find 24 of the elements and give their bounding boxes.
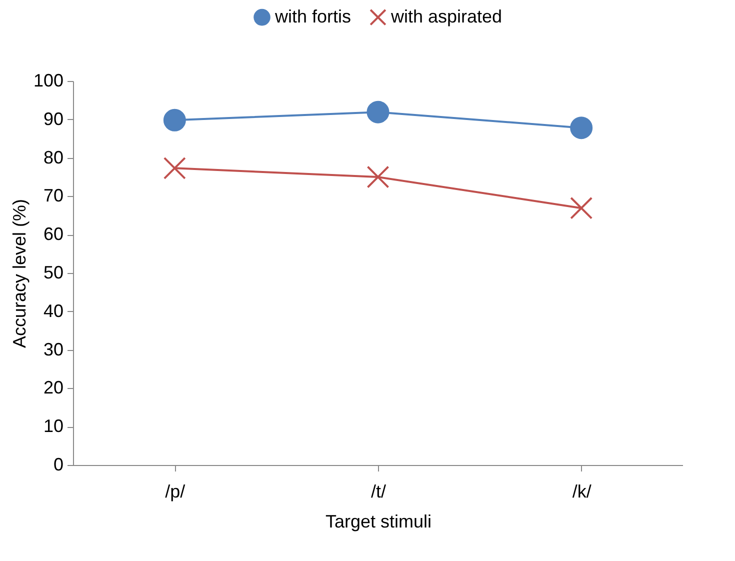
y-tick-label: 0	[53, 454, 64, 474]
legend-label: with fortis	[274, 6, 352, 26]
y-tick-label: 90	[43, 108, 64, 129]
x-tick-label: /t/	[370, 482, 386, 502]
legend-label: with aspirated	[390, 6, 502, 26]
point	[570, 116, 593, 140]
x-tick-label: /p/	[165, 482, 186, 502]
y-tick-label: 60	[43, 224, 64, 244]
point	[570, 196, 593, 220]
y-tick-label: 70	[43, 186, 64, 206]
point	[163, 156, 186, 180]
point	[163, 108, 186, 132]
x-axis-title: Target stimuli	[325, 512, 432, 532]
point	[366, 100, 390, 124]
y-axis-title: Accuracy level (%)	[9, 198, 30, 348]
x-tick-label: /k/	[572, 482, 592, 502]
y-tick-label: 10	[43, 416, 64, 436]
y-tick-label: 50	[43, 262, 64, 282]
y-tick-label: 20	[43, 378, 64, 398]
y-tick-label: 80	[43, 147, 64, 168]
y-tick-label: 30	[43, 339, 64, 360]
point	[366, 166, 390, 188]
y-tick-label: 100	[33, 70, 64, 90]
y-tick-label: 40	[43, 300, 64, 321]
